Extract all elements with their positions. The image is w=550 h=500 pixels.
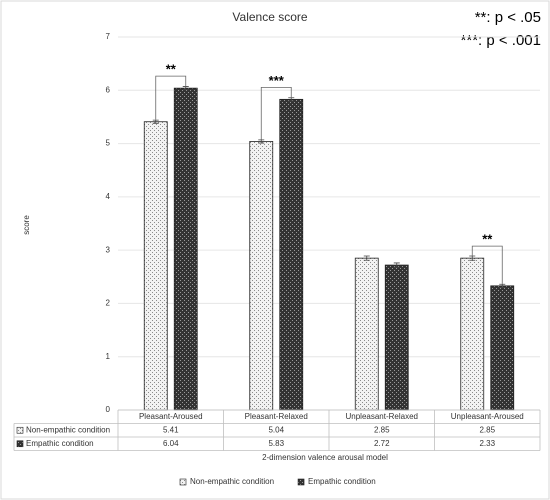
y-tick-label: 2	[106, 299, 111, 308]
legend-label: Empathic condition	[308, 477, 376, 486]
y-tick-label: 4	[106, 192, 111, 201]
table-key	[16, 440, 24, 448]
bar	[249, 141, 274, 411]
table-cell: 2.85	[479, 425, 495, 434]
table-cell: 6.04	[163, 439, 179, 448]
table-cell: 2.33	[479, 439, 495, 448]
bar	[354, 257, 379, 411]
significance-label: **	[482, 232, 493, 247]
error-bar	[182, 86, 189, 91]
x-axis-label: 2-dimension valence arousal model	[262, 453, 388, 462]
chart-title: Valence score	[232, 10, 307, 24]
legend-key	[297, 478, 305, 486]
error-bar	[393, 262, 400, 268]
significance-bracket	[260, 86, 292, 140]
legend-key	[179, 478, 187, 486]
y-tick-label: 5	[106, 139, 111, 148]
table-cell: 5.41	[163, 425, 179, 434]
x-tick-label: Unpleasant-Aroused	[451, 412, 524, 421]
bar	[279, 98, 304, 411]
table-cell: 2.72	[374, 439, 390, 448]
table-row-header: Empathic condition	[26, 439, 94, 448]
x-tick-label: Pleasant-Aroused	[139, 412, 203, 421]
y-axis-label: score	[22, 215, 31, 235]
error-bar	[258, 139, 265, 144]
table-cell: 5.04	[268, 425, 284, 434]
error-bar	[499, 283, 506, 288]
significance-label: **	[166, 62, 177, 77]
error-bar	[152, 119, 159, 124]
legend-label: Non-empathic condition	[190, 477, 274, 486]
y-tick-label: 6	[106, 85, 111, 94]
error-bar	[288, 97, 295, 102]
bar	[173, 87, 198, 411]
significance-bracket	[155, 75, 187, 120]
error-bar	[363, 255, 370, 261]
significance-bracket	[471, 245, 503, 284]
bar	[384, 264, 409, 411]
bar	[460, 257, 485, 411]
table-key	[16, 426, 24, 434]
y-tick-label: 3	[106, 245, 111, 254]
table-cell: 5.83	[268, 439, 284, 448]
note: ***: p < .001	[461, 32, 541, 49]
table-cell: 2.85	[374, 425, 390, 434]
table-row-header: Non-empathic condition	[26, 425, 110, 434]
y-tick-label: 0	[106, 405, 111, 414]
bar	[490, 285, 515, 411]
x-tick-label: Unpleasant-Relaxed	[346, 412, 419, 421]
significance-label: ***	[269, 73, 285, 88]
y-tick-label: 7	[106, 32, 111, 41]
y-tick-label: 1	[106, 352, 111, 361]
bar	[143, 121, 168, 411]
note: **: p < .05	[475, 9, 541, 26]
x-tick-label: Pleasant-Relaxed	[245, 412, 308, 421]
